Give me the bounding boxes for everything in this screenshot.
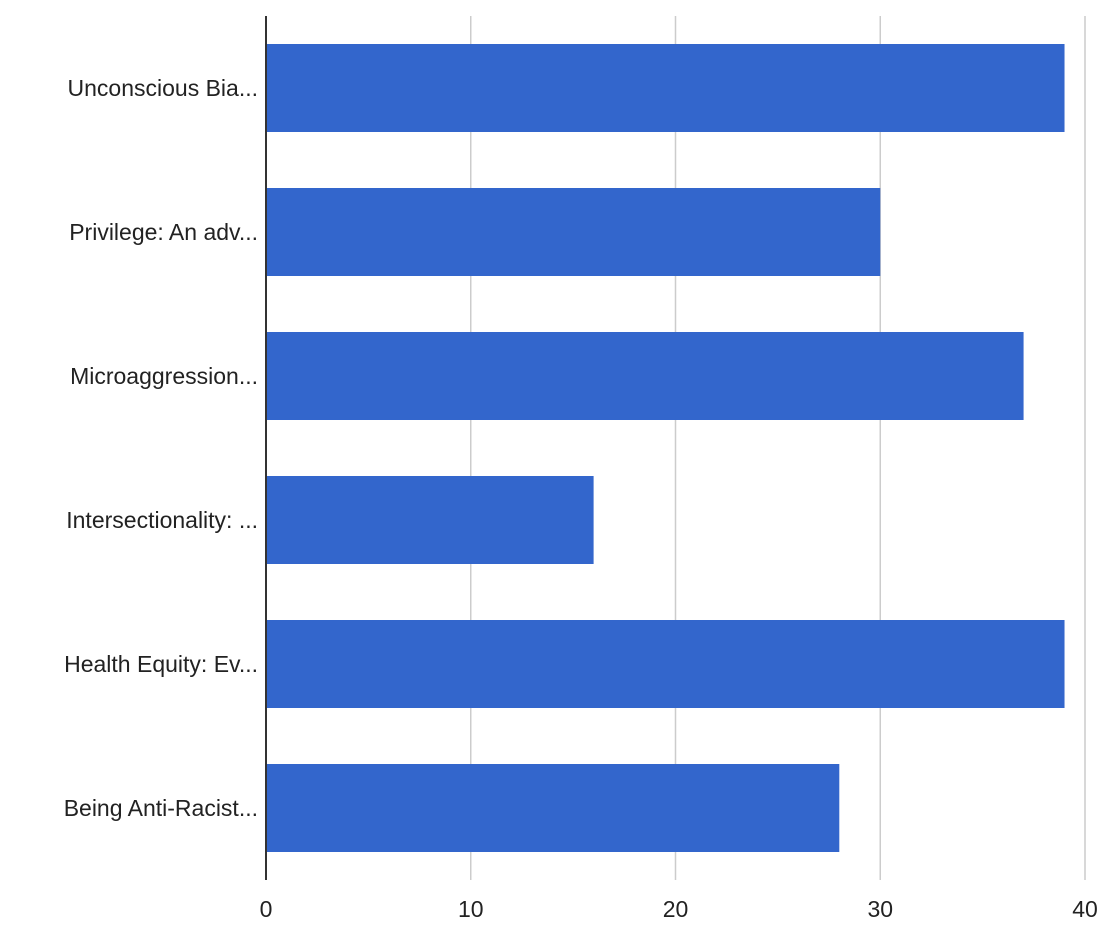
x-tick-label: 10 bbox=[458, 896, 484, 922]
category-label: Microaggression... bbox=[70, 363, 258, 389]
x-tick-label: 30 bbox=[867, 896, 893, 922]
category-label: Unconscious Bia... bbox=[68, 75, 258, 101]
category-label: Intersectionality: ... bbox=[66, 507, 258, 533]
category-label: Being Anti-Racist... bbox=[64, 795, 258, 821]
category-label: Privilege: An adv... bbox=[69, 219, 258, 245]
x-tick-label: 0 bbox=[260, 896, 273, 922]
category-label: Health Equity: Ev... bbox=[64, 651, 258, 677]
bars bbox=[266, 44, 1065, 852]
grid-lines bbox=[470, 16, 1086, 880]
bar bbox=[266, 44, 1065, 132]
bar bbox=[266, 476, 594, 564]
category-labels: Unconscious Bia... Privilege: An adv... Mi… bbox=[64, 75, 258, 821]
bar bbox=[266, 188, 881, 276]
bar bbox=[266, 620, 1065, 708]
bar bbox=[266, 332, 1024, 420]
x-tick-label: 20 bbox=[663, 896, 689, 922]
bar bbox=[266, 764, 840, 852]
x-tick-labels: 0 10 20 30 40 bbox=[260, 896, 1098, 922]
x-tick-label: 40 bbox=[1072, 896, 1098, 922]
